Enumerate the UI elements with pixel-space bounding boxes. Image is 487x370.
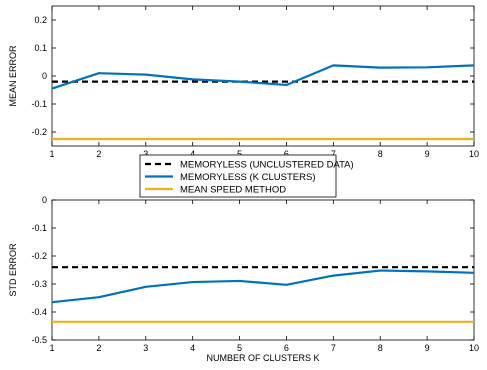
x-tick-label: 2 bbox=[96, 343, 101, 353]
x-axis-label: NUMBER OF CLUSTERS K bbox=[206, 353, 319, 363]
x-tick-label: 8 bbox=[378, 149, 383, 159]
x-tick-label: 3 bbox=[143, 149, 148, 159]
legend-label: MEAN SPEED METHOD bbox=[180, 185, 286, 196]
x-tick-label: 1 bbox=[49, 343, 54, 353]
x-tick-label: 5 bbox=[237, 343, 242, 353]
plot-frame bbox=[51, 5, 475, 147]
y-axis-label: MEAN ERROR bbox=[8, 45, 18, 107]
x-tick-label: 5 bbox=[237, 149, 242, 159]
x-tick-label: 7 bbox=[331, 343, 336, 353]
mean-error-panel: 1 2 3 4 5 6 7 8 9 10 0.2 0.1 0 -0.1 -0.2 MEAN ERROR bbox=[8, 5, 479, 159]
y-tick-label: 0.1 bbox=[34, 43, 47, 53]
legend-label: MEMORYLESS (K CLUSTERS) bbox=[180, 172, 316, 183]
x-tick-label: 9 bbox=[425, 149, 430, 159]
y-tick-label: 0.2 bbox=[34, 15, 47, 25]
y-tick-label: -0.2 bbox=[31, 127, 47, 137]
legend: MEMORYLESS (UNCLUSTERED DATA)MEMORYLESS … bbox=[139, 154, 354, 198]
x-tick-label: 7 bbox=[331, 149, 336, 159]
y-axis-label: STD ERROR bbox=[8, 243, 18, 297]
x-tick-label: 4 bbox=[190, 149, 195, 159]
y-tick-label: -0.1 bbox=[31, 223, 47, 233]
x-tick-label: 10 bbox=[469, 343, 479, 353]
y-tick-label: -0.3 bbox=[31, 279, 47, 289]
x-tick-label: 10 bbox=[469, 149, 479, 159]
series-line-1 bbox=[51, 64, 475, 90]
y-tick-label: -0.5 bbox=[31, 335, 47, 345]
x-tick-label: 9 bbox=[425, 343, 430, 353]
y-tick-label: -0.4 bbox=[31, 307, 47, 317]
series-line-1 bbox=[51, 269, 475, 304]
x-tick-label: 2 bbox=[96, 149, 101, 159]
x-tick-label: 8 bbox=[378, 343, 383, 353]
x-tick-label: 6 bbox=[284, 149, 289, 159]
legend-label: MEMORYLESS (UNCLUSTERED DATA) bbox=[180, 160, 354, 171]
x-tick-label: 3 bbox=[143, 343, 148, 353]
x-tick-label: 1 bbox=[49, 149, 54, 159]
y-tick-label: 0 bbox=[42, 195, 47, 205]
x-tick-label: 6 bbox=[284, 343, 289, 353]
y-tick-label: -0.2 bbox=[31, 251, 47, 261]
y-tick-label: 0 bbox=[42, 71, 47, 81]
x-tick-label: 4 bbox=[190, 343, 195, 353]
plot-frame bbox=[51, 199, 475, 341]
y-tick-label: -0.1 bbox=[31, 99, 47, 109]
std-error-panel: 1 2 3 4 5 6 7 8 9 10 0 -0.1 -0.2 -0.3 -0.4 -0.5 STD ERRO… bbox=[8, 195, 479, 363]
